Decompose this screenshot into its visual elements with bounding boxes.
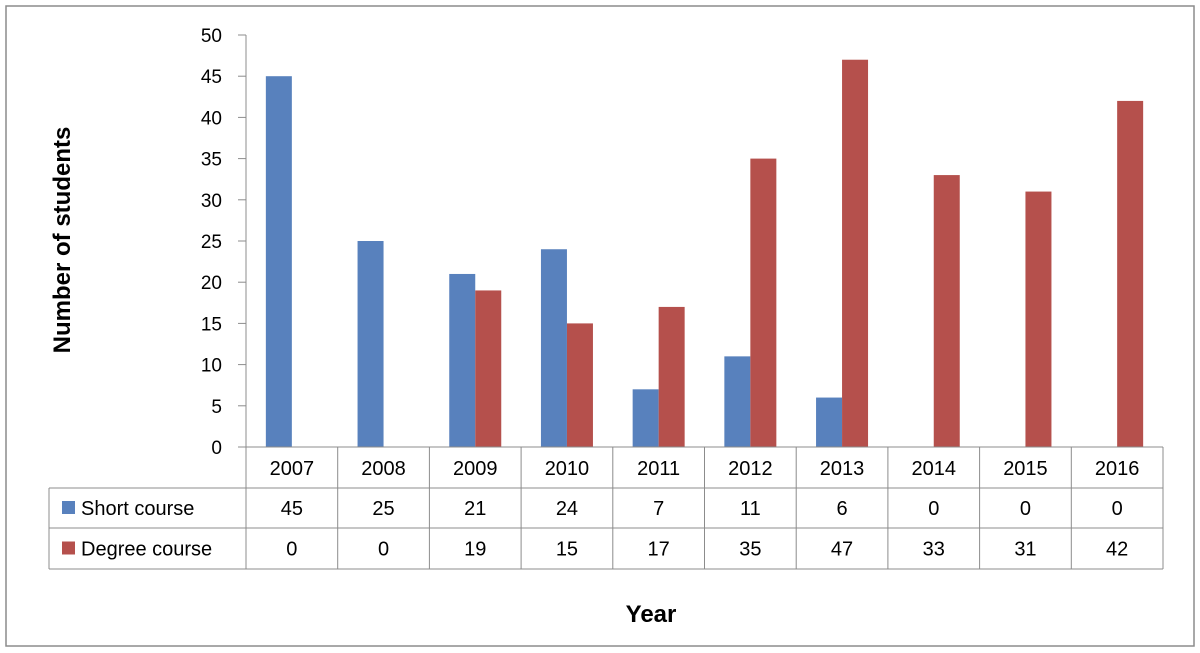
bar-short-course-2011 — [632, 389, 659, 447]
table-value: 31 — [1014, 539, 1036, 561]
table-value: 0 — [378, 539, 389, 561]
y-tick-label: 40 — [201, 108, 222, 129]
bar-short-course-2013 — [816, 397, 843, 447]
chart-frame — [5, 5, 1195, 647]
y-tick-label: 5 — [211, 397, 222, 418]
x-category-label: 2008 — [361, 458, 406, 480]
table-value: 47 — [831, 539, 853, 561]
axis-layer: 0 5 10 15 20 25 30 35 40 45 50 — [201, 26, 247, 459]
y-tick-label: 10 — [201, 356, 222, 377]
bar-degree-course-2009 — [475, 290, 502, 447]
y-tick-label: 0 — [211, 438, 222, 459]
bar-degree-course-2013 — [842, 59, 869, 447]
legend-swatch — [62, 541, 75, 555]
y-tick-label: 45 — [201, 67, 222, 88]
table-value: 6 — [836, 498, 847, 520]
table-value: 35 — [739, 539, 761, 561]
legend-swatch — [62, 501, 75, 514]
x-category-label: 2011 — [637, 458, 680, 480]
y-axis-title: Number of students — [49, 127, 76, 354]
bar-short-course-2012 — [724, 356, 751, 447]
bar-degree-course-2010 — [566, 323, 593, 447]
x-category-label: 2016 — [1095, 458, 1140, 480]
table-value: 33 — [923, 539, 945, 561]
x-category-label: 2015 — [1003, 458, 1048, 480]
table-value: 24 — [556, 498, 578, 520]
bar-short-course-2007 — [265, 76, 292, 447]
x-category-label: 2009 — [453, 458, 498, 480]
bar-degree-course-2015 — [1025, 191, 1052, 447]
table-value: 17 — [648, 539, 670, 561]
bar-short-course-2010 — [540, 249, 567, 447]
bar-degree-course-2012 — [750, 158, 777, 447]
table-value: 0 — [286, 539, 297, 561]
table-value: 15 — [556, 539, 578, 561]
y-tick-label: 35 — [201, 150, 222, 171]
x-category-label: 2012 — [728, 458, 773, 480]
x-axis-title: Year — [626, 601, 677, 628]
y-tick-label: 15 — [201, 314, 222, 335]
bar-degree-course-2016 — [1117, 100, 1144, 448]
bar-short-course-2008 — [357, 241, 384, 447]
y-tick-label: 20 — [201, 273, 222, 294]
table-value: 7 — [653, 498, 664, 520]
bar-degree-course-2011 — [658, 306, 685, 447]
table-value: 0 — [928, 498, 939, 520]
y-tick-label: 50 — [201, 26, 222, 47]
y-tick-label: 30 — [201, 191, 222, 212]
bar-short-course-2009 — [449, 273, 476, 447]
table-value: 11 — [740, 498, 761, 520]
x-category-label: 2007 — [270, 458, 315, 480]
table-value: 42 — [1106, 539, 1128, 561]
bar-degree-course-2014 — [933, 175, 960, 447]
x-category-label: 2013 — [820, 458, 865, 480]
y-tick-label: 25 — [201, 232, 222, 253]
bars-layer — [265, 59, 1144, 448]
legend-label: Degree course — [81, 539, 212, 561]
table-value: 0 — [1112, 498, 1123, 520]
data-table: 2007 2008 2009 2010 2011 2012 2013 2014 2015 2016… — [48, 446, 1164, 570]
x-category-label: 2010 — [545, 458, 590, 480]
table-value: 45 — [281, 498, 303, 520]
table-value: 19 — [464, 539, 486, 561]
x-category-label: 2014 — [912, 458, 957, 480]
table-value: 21 — [464, 498, 486, 520]
legend-label: Short course — [81, 498, 194, 520]
table-value: 25 — [372, 498, 394, 520]
table-value: 0 — [1020, 498, 1031, 520]
